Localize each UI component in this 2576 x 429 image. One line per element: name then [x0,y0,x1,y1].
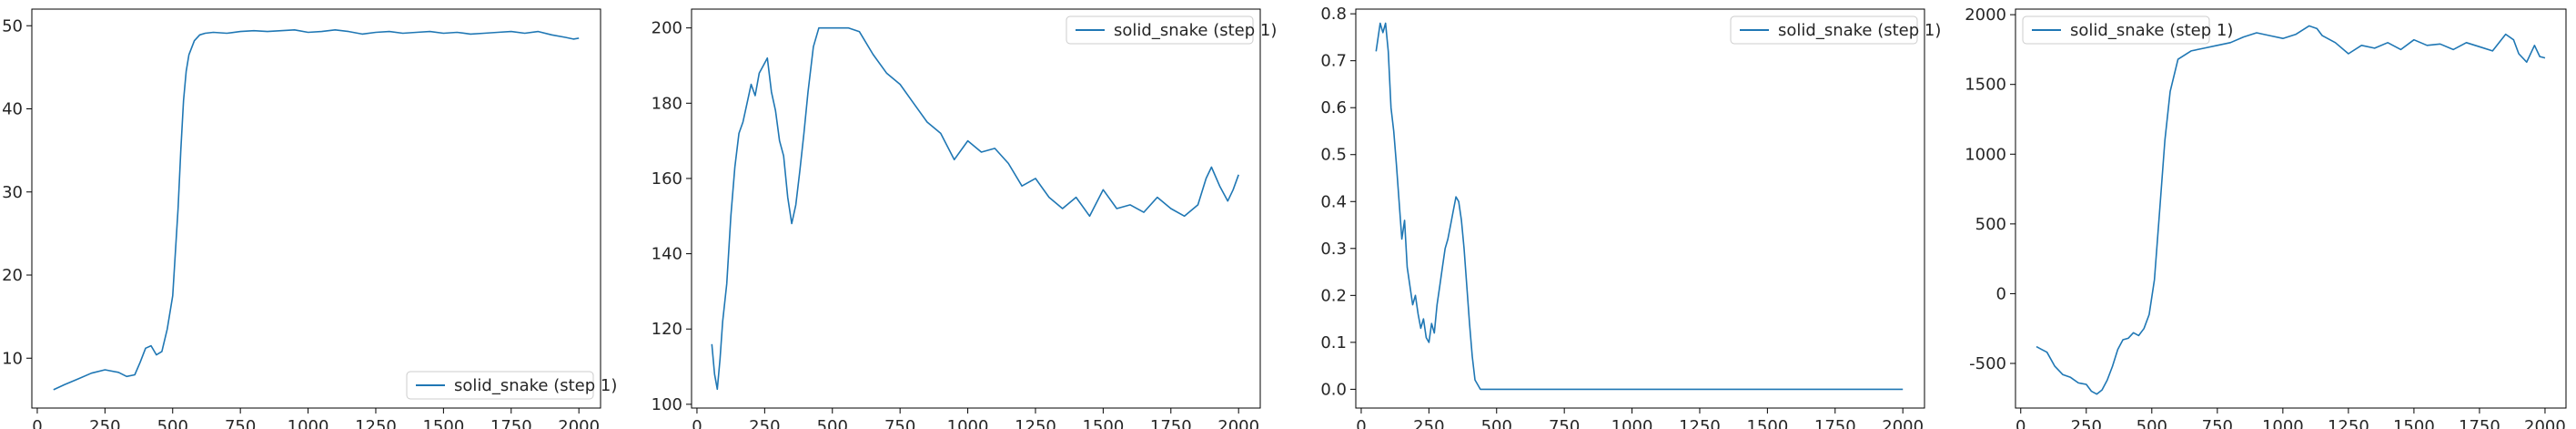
series-line-1 [1375,22,1904,391]
chart-panel-3: 0 250 500 750 1000 1250 1500 1750 2000 0.0 0.1 0.2 0… [1320,5,1941,429]
y-tick-label: 0.0 [1320,380,1347,399]
x-tick-label: 0 [1356,417,1366,429]
x-tick-label: 500 [157,417,188,429]
x-tick-label: 1500 [1746,417,1788,429]
x-tick-label: 1250 [1015,417,1056,429]
x-tick-label: 500 [1481,417,1512,429]
axes-frame [2015,8,2567,409]
legend-label: solid_snake (step 1) [1114,21,1277,40]
x-tick-label: 1750 [490,417,532,429]
y-tick-label: 0.3 [1320,240,1347,259]
x-tick-label: 1500 [2393,417,2435,429]
legend-box [2022,15,2210,45]
y-tick-label: 120 [652,320,682,339]
y-tick-label: 0.5 [1320,146,1347,165]
y-tick-label: 500 [1975,215,2006,234]
x-tick-label: 500 [817,417,848,429]
y-tick-label: 40 [2,100,23,119]
y-tick-label: 50 [2,16,23,36]
x-tick-label: 750 [2202,417,2233,429]
x-tick-label: 0 [692,417,702,429]
legend: solid_snake (step 1) [1730,15,1941,45]
x-tick-label: 0 [32,417,42,429]
series-line-1 [53,28,580,391]
y-tick-label: 0.7 [1320,52,1347,71]
x-tick-label: 500 [2137,417,2167,429]
y-tick-label: 160 [652,169,682,189]
y-tick-label: 0.6 [1320,98,1347,117]
axes-frame [31,8,601,409]
chart-panel-1: 0 250 500 750 1000 1250 1500 1750 2000 10 20 30 40 50… [2,8,617,429]
legend-label: solid_snake (step 1) [1778,21,1941,40]
axes-frame [691,8,1261,409]
legend-box [1066,15,1254,45]
y-tick-label: 180 [652,94,682,113]
y-tick-label: 0.8 [1320,5,1347,24]
chart-panel-4: 0 250 500 750 1000 1250 1500 1750 2000 -500 0 500 10… [1965,5,2567,429]
x-tick-label: 1250 [355,417,397,429]
x-tick-label: 1000 [2262,417,2304,429]
x-tick-label: 250 [749,417,780,429]
y-tick-label: 100 [652,395,682,414]
x-tick-label: 2000 [2524,417,2566,429]
x-tick-label: 2000 [1217,417,1259,429]
x-tick-label: 1750 [2459,417,2500,429]
x-tick-label: 1000 [1611,417,1653,429]
y-tick-label: 0.4 [1320,192,1347,211]
x-tick-label: 1000 [288,417,329,429]
legend: solid_snake (step 1) [1066,15,1277,45]
y-tick-label: 1500 [1965,76,2006,95]
x-tick-label: 1500 [1082,417,1124,429]
y-tick-label: -500 [1969,354,2006,373]
x-tick-label: 1250 [1679,417,1721,429]
legend-label: solid_snake (step 1) [454,376,617,395]
x-tick-label: 1500 [422,417,464,429]
x-tick-label: 1250 [2328,417,2369,429]
legend: solid_snake (step 1) [2022,15,2233,45]
x-tick-label: 750 [1549,417,1580,429]
series-line-1 [2036,25,2546,395]
series-line-1 [711,26,1239,391]
chart-panel-2: 0 250 500 750 1000 1250 1500 1750 2000 100 120 140 1… [652,8,1277,429]
x-tick-label: 1000 [947,417,989,429]
x-tick-label: 250 [1413,417,1444,429]
x-tick-label: 2000 [1882,417,1924,429]
x-tick-label: 750 [225,417,256,429]
axes-frame [1355,8,1925,409]
legend-label: solid_snake (step 1) [2070,21,2233,40]
legend: solid_snake (step 1) [406,371,617,400]
y-tick-label: 10 [2,349,23,368]
y-tick-label: 30 [2,183,23,202]
y-tick-label: 0 [1996,284,2006,303]
x-tick-label: 1750 [1814,417,1856,429]
y-tick-label: 140 [652,245,682,264]
x-tick-label: 1750 [1150,417,1192,429]
x-tick-label: 250 [2071,417,2102,429]
legend-box [1730,15,1918,45]
x-tick-label: 750 [884,417,915,429]
x-tick-label: 0 [2015,417,2025,429]
legend-box [406,371,594,400]
y-tick-label: 20 [2,266,23,285]
y-tick-label: 0.1 [1320,333,1347,352]
y-tick-label: 0.2 [1320,286,1347,305]
y-tick-label: 1000 [1965,145,2006,164]
x-tick-label: 250 [89,417,120,429]
x-tick-label: 2000 [558,417,600,429]
y-tick-label: 2000 [1965,5,2006,25]
y-tick-label: 200 [652,19,682,38]
